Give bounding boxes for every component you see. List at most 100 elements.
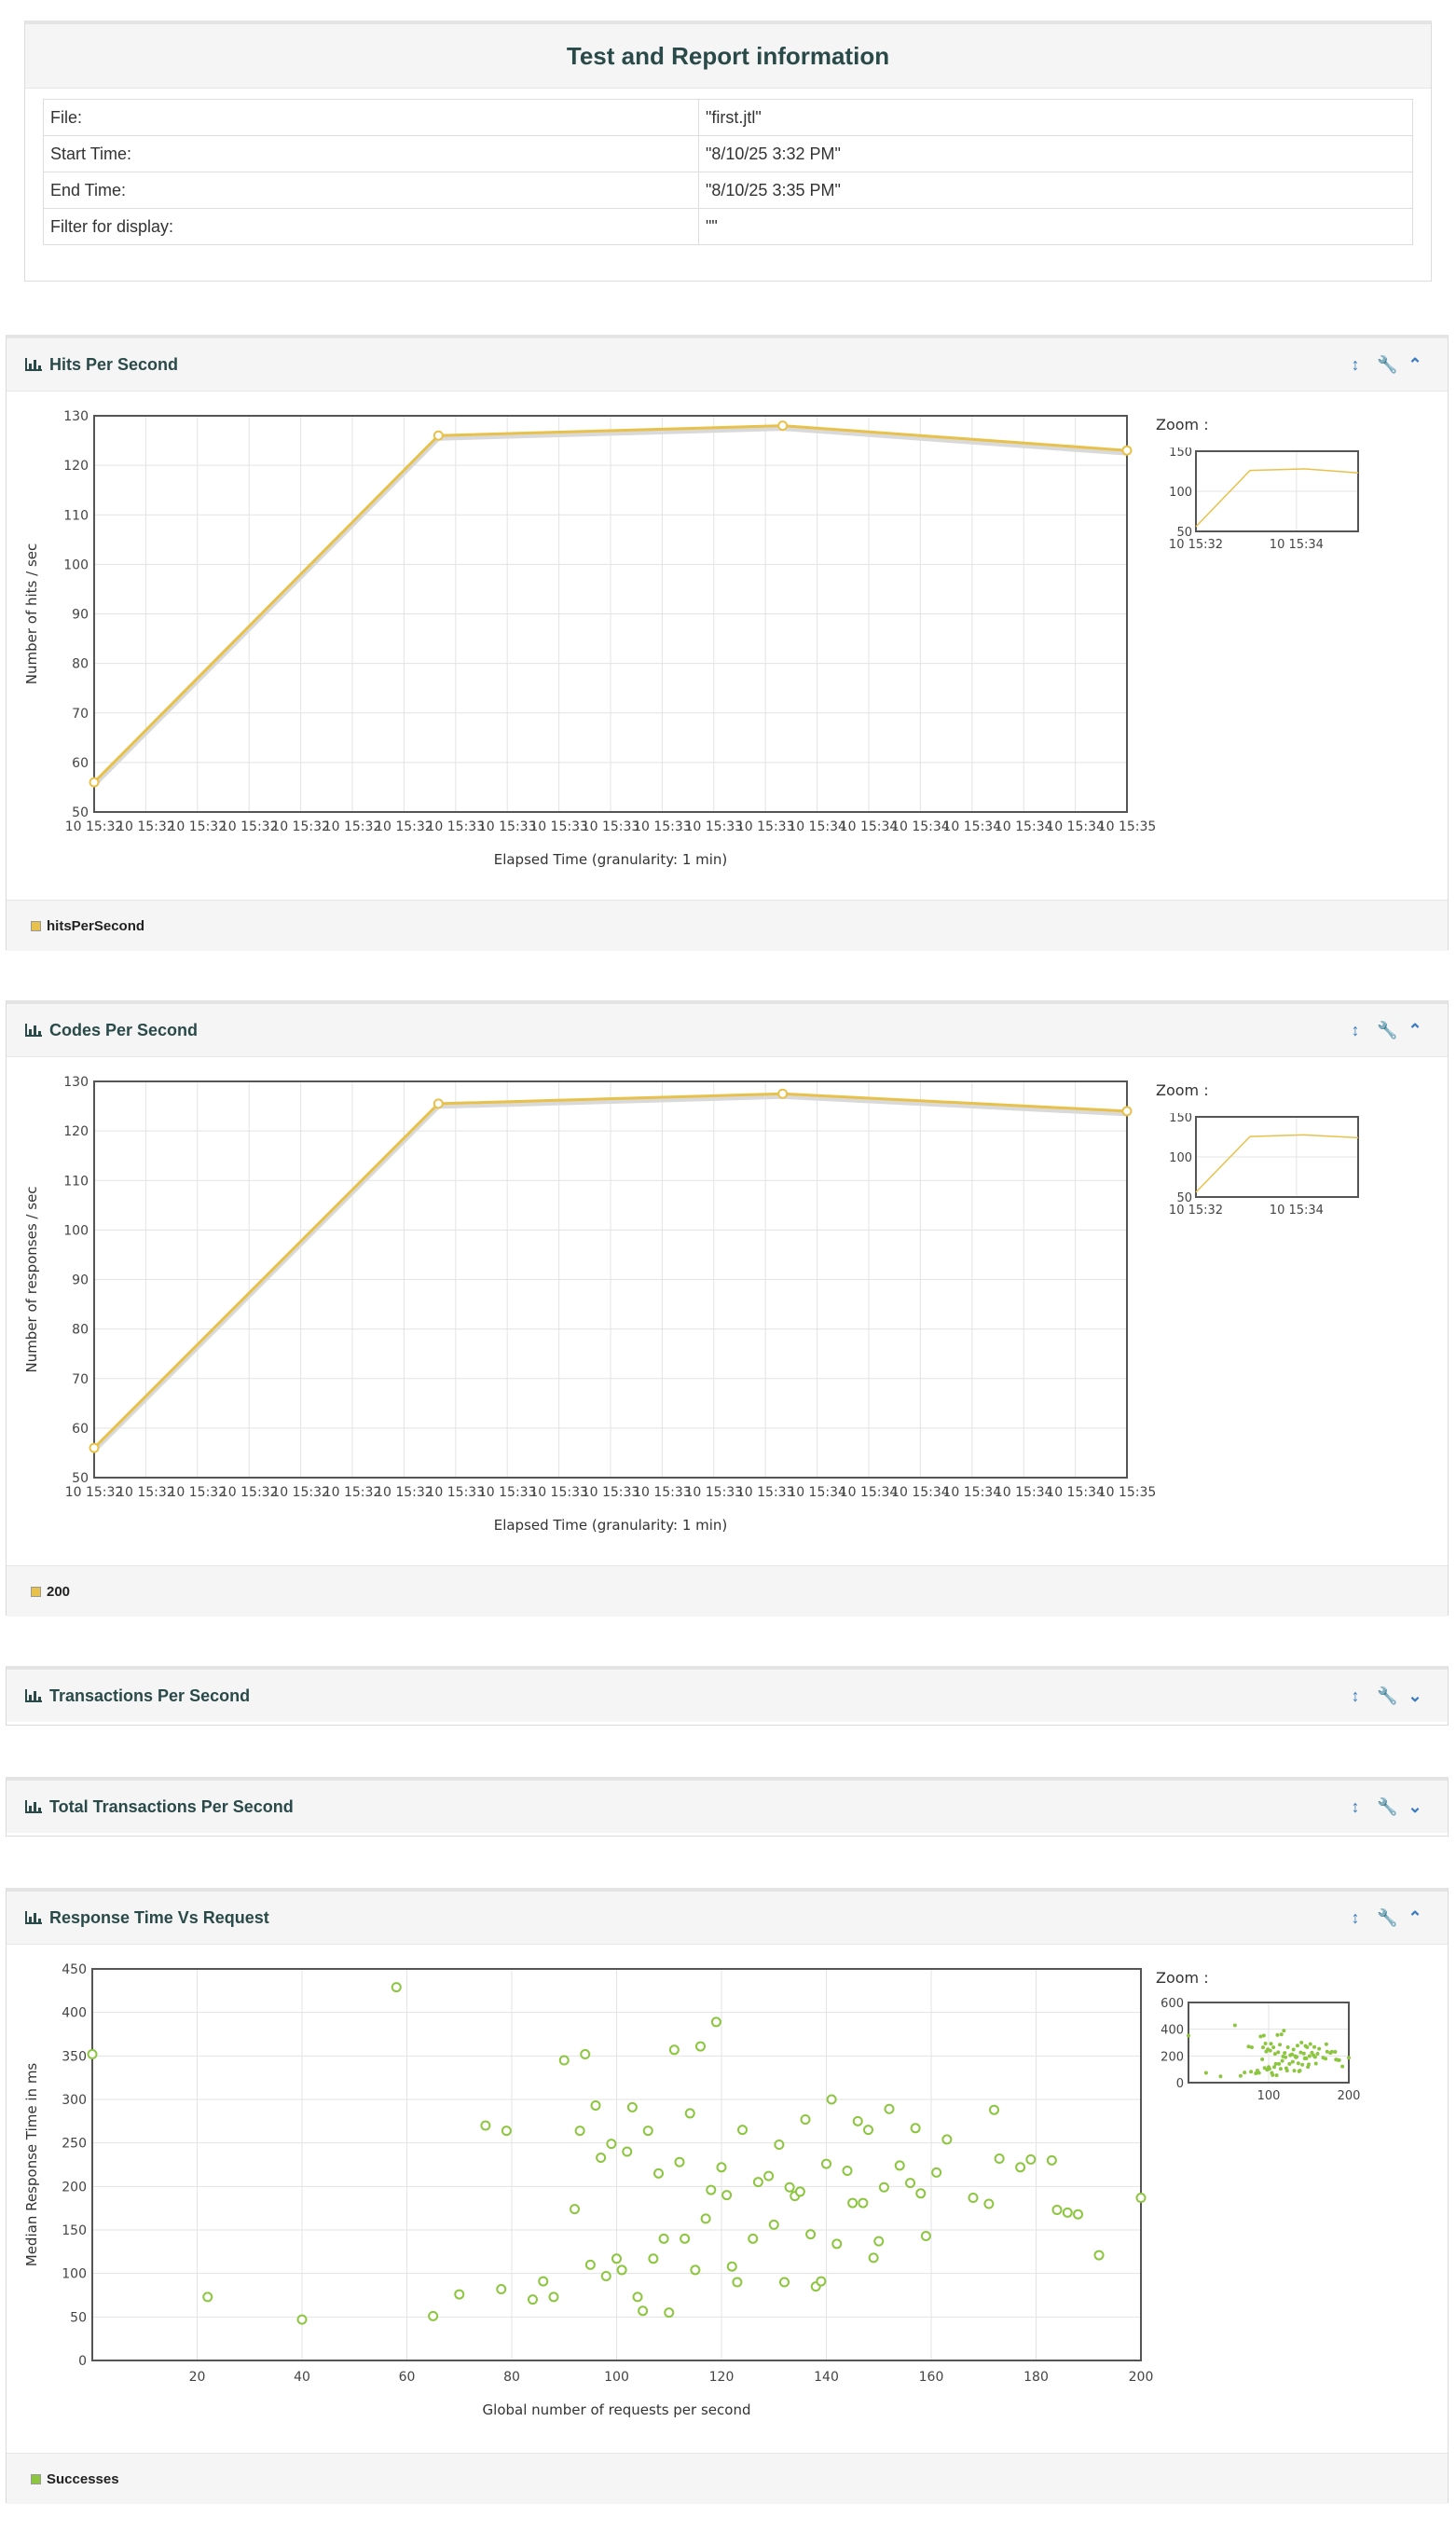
resize-vertical-icon[interactable]: ↕ <box>1351 354 1360 374</box>
y-tick-label: 0 <box>78 2354 87 2369</box>
x-tick-label: 10 15:32 <box>65 819 124 834</box>
resize-vertical-icon[interactable]: ↕ <box>1351 1907 1360 1927</box>
series-shadow <box>92 1094 1128 1452</box>
info-row-filter: Filter for display: "" <box>43 208 1413 245</box>
zoom-data-point <box>1260 2045 1265 2050</box>
data-point <box>433 430 444 441</box>
zoom-data-point <box>1238 2073 1243 2078</box>
info-key: End Time: <box>43 172 699 209</box>
codes-zoom-overview[interactable]: 50 100 150 10 15:32 10 15:34 <box>1162 1113 1367 1234</box>
legend-swatch[interactable] <box>31 1586 41 1597</box>
legend-swatch[interactable] <box>31 920 41 931</box>
zoom-border <box>1188 2002 1350 2084</box>
panel-body: 50 60 70 80 90 100 110 120 130 10 15:32 10 15:32 10… <box>7 1057 1448 1565</box>
wrench-icon[interactable]: 🔧 <box>1377 1020 1398 1039</box>
data-point <box>632 2291 643 2303</box>
panel-body: 50 60 70 80 90 100 110 120 130 10 15:32 10 15:32 10… <box>7 392 1448 900</box>
panel-title[interactable]: Hits Per Second <box>49 354 179 374</box>
wrench-icon[interactable]: 🔧 <box>1377 354 1398 374</box>
panel-header[interactable]: Transactions Per Second ↕ 🔧 ⌄ <box>7 1670 1448 1722</box>
data-point <box>858 2197 869 2209</box>
chevron-up-icon[interactable]: ⌃ <box>1408 1907 1422 1927</box>
panel-title[interactable]: Response Time Vs Request <box>49 1907 269 1927</box>
data-point <box>454 2289 465 2300</box>
data-point <box>626 2101 638 2112</box>
zoom-data-point <box>1284 2069 1289 2073</box>
panel-header[interactable]: Response Time Vs Request ↕ 🔧 ⌃ <box>7 1892 1448 1945</box>
plot-border <box>93 1080 1128 1479</box>
resize-vertical-icon[interactable]: ↕ <box>1351 1686 1360 1705</box>
zoom-data-point <box>1333 2050 1338 2055</box>
resize-vertical-icon[interactable]: ↕ <box>1351 1796 1360 1816</box>
chevron-up-icon[interactable]: ⌃ <box>1408 1020 1422 1039</box>
zoom-data-point <box>1340 2064 1345 2069</box>
data-point <box>574 2126 585 2137</box>
zoom-data-point <box>1271 2045 1276 2050</box>
zoom-series-line <box>1195 468 1359 528</box>
legend-label[interactable]: Successes <box>47 2470 119 2487</box>
zoom-data-point <box>1282 2029 1286 2033</box>
resize-vertical-icon[interactable]: ↕ <box>1351 1020 1360 1039</box>
data-point <box>653 2167 664 2179</box>
chevron-down-icon[interactable]: ⌄ <box>1408 1686 1422 1705</box>
panel-title[interactable]: Transactions Per Second <box>49 1686 251 1705</box>
zoom-data-point <box>1324 2057 1328 2061</box>
panel-header[interactable]: Codes Per Second ↕ 🔧 ⌃ <box>7 1004 1448 1057</box>
zoom-data-point <box>1203 2071 1208 2075</box>
data-point <box>638 2305 649 2317</box>
y-tick-label: 400 <box>62 2006 87 2021</box>
data-point <box>501 2126 512 2137</box>
x-tick-label: 10 15:33 <box>529 1485 588 1500</box>
x-tick-label: 10 15:34 <box>788 1485 846 1500</box>
y-tick-label: 90 <box>72 608 89 623</box>
data-point <box>868 2252 879 2264</box>
wrench-icon[interactable]: 🔧 <box>1377 1686 1398 1705</box>
panel-header[interactable]: Total Transactions Per Second ↕ 🔧 ⌄ <box>7 1781 1448 1833</box>
data-point <box>905 2178 915 2189</box>
chevron-up-icon[interactable]: ⌃ <box>1408 354 1422 374</box>
data-point <box>584 2259 596 2270</box>
zoom-data-point <box>1246 2044 1251 2049</box>
data-point <box>600 2270 611 2281</box>
zoom-data-point <box>1249 2045 1254 2050</box>
x-tick-label: 10 15:32 <box>323 819 382 834</box>
data-point <box>774 2140 785 2151</box>
x-tick-label: 10 15:35 <box>1098 819 1157 834</box>
zoom-y-tick-label: 150 <box>1169 447 1192 460</box>
panel-header[interactable]: Hits Per Second ↕ 🔧 ⌃ <box>7 338 1448 392</box>
wrench-icon[interactable]: 🔧 <box>1377 1796 1398 1816</box>
data-point <box>611 2253 622 2264</box>
zoom-data-point <box>1284 2055 1288 2059</box>
data-point <box>428 2310 439 2321</box>
zoom-data-point <box>1283 2051 1287 2056</box>
data-point <box>1073 2209 1083 2220</box>
legend-label[interactable]: hitsPerSecond <box>47 917 145 934</box>
response-time-zoom-overview[interactable]: 0 200 400 600 100 200 <box>1144 1997 1367 2137</box>
hits-zoom-overview[interactable]: 50 100 150 10 15:32 10 15:34 <box>1162 447 1367 569</box>
zoom-border <box>1195 450 1359 532</box>
data-point <box>684 2108 695 2119</box>
legend-label[interactable]: 200 <box>47 1583 71 1600</box>
panel-title[interactable]: Total Transactions Per Second <box>49 1796 294 1816</box>
data-point <box>433 1098 444 1109</box>
data-point <box>648 2253 659 2264</box>
data-point <box>674 2156 685 2167</box>
legend-swatch[interactable] <box>31 2473 41 2484</box>
x-tick-label: 10 15:34 <box>995 819 1053 834</box>
y-tick-label: 50 <box>72 805 89 820</box>
chevron-down-icon[interactable]: ⌄ <box>1408 1796 1422 1816</box>
data-point <box>800 2113 811 2125</box>
zoom-data-point <box>1274 2073 1279 2078</box>
wrench-icon[interactable]: 🔧 <box>1377 1907 1398 1927</box>
data-point <box>894 2160 905 2171</box>
zoom-data-point <box>1305 2045 1310 2050</box>
panel-title[interactable]: Codes Per Second <box>49 1020 199 1039</box>
panel-tools: ↕ 🔧 ⌄ <box>1347 1781 1423 1833</box>
x-axis-label: Elapsed Time (granularity: 1 min) <box>494 1517 728 1534</box>
zoom-data-point <box>1308 2042 1312 2046</box>
response-time-scatter-chart[interactable]: 0 50 100 150 200 250 300 350 400 450 20 40 60 80 100 12… <box>7 1945 1448 2453</box>
zoom-data-point <box>1243 2071 1247 2075</box>
x-tick-label: 10 15:33 <box>684 1485 743 1500</box>
